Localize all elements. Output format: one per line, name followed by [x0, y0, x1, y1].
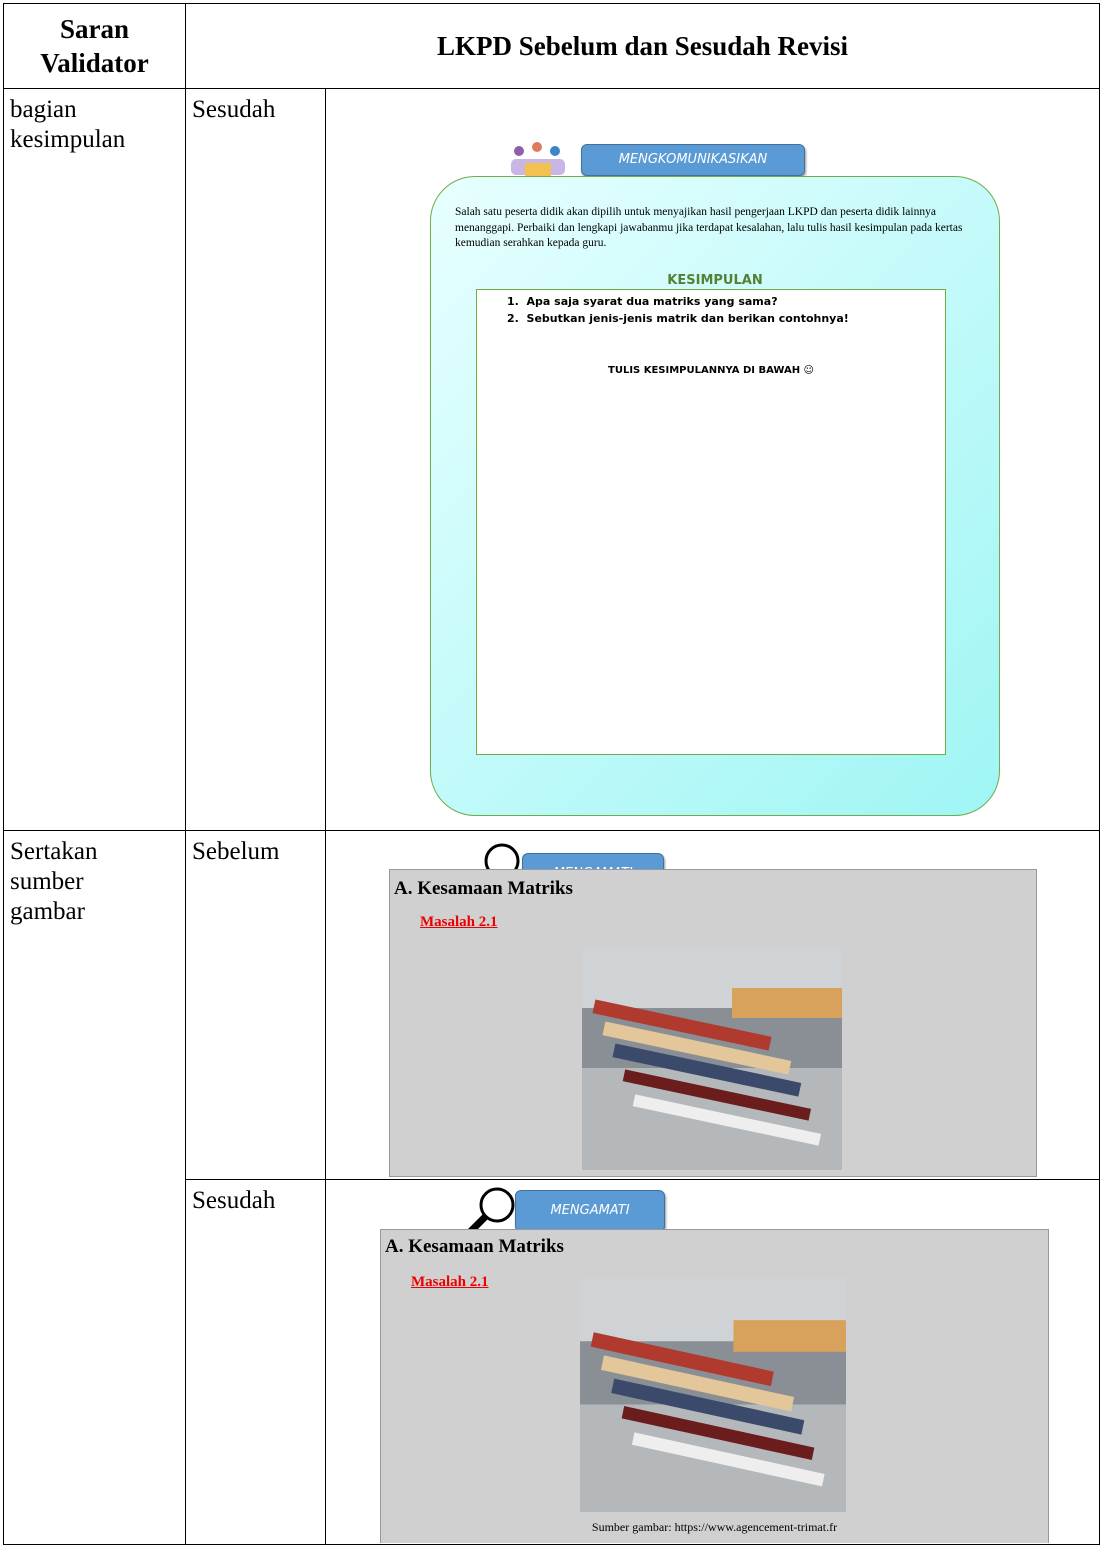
section-heading: KESIMPULAN — [667, 273, 763, 288]
question-text: Sebutkan jenis-jenis matrik dan berikan … — [526, 312, 849, 325]
section-badge: MENGAMATI — [515, 1190, 665, 1232]
stage: Sesudah — [192, 1187, 276, 1214]
content-cell: MENGAMATI A. Kesamaan Matriks Masalah 2.… — [325, 830, 1100, 1180]
question-number: 2. — [507, 312, 519, 325]
question-text: Apa saja syarat dua matriks yang sama? — [526, 295, 778, 308]
revision-table: Saran Validator LKPD Sebelum dan Sesudah… — [3, 3, 1100, 1545]
panel: A. Kesamaan Matriks Masalah 2.1 — [389, 869, 1037, 1177]
section-heading: A. Kesamaan Matriks — [394, 878, 573, 899]
image-source: Sumber gambar: https://www.agencement-tr… — [591, 1520, 838, 1534]
suggestion: Sertakan sumber gambar — [10, 838, 98, 925]
question: 2. Sebutkan jenis-jenis matrik dan berik… — [507, 311, 849, 327]
header-text: LKPD Sebelum dan Sesudah Revisi — [436, 31, 849, 61]
row: Sesudah MENGAMATI A. Kesamaan Matriks Ma… — [4, 1179, 1100, 1545]
stage: Sebelum — [192, 838, 280, 865]
header-text: Saran Validator — [40, 14, 149, 78]
header-cell: LKPD Sebelum dan Sesudah Revisi — [185, 3, 1100, 89]
panel: Salah satu peserta didik akan dipilih un… — [430, 176, 1000, 816]
answer-box: 1. Apa saja syarat dua matriks yang sama… — [476, 289, 946, 755]
question-number: 1. — [507, 295, 519, 308]
problem-title: Masalah 2.1 — [411, 1274, 489, 1290]
stage-cell: Sesudah — [185, 88, 326, 831]
content: MENGAMATI A. Kesamaan Matriks Masalah 2.… — [326, 831, 1099, 1178]
note: TULIS KESIMPULANNYA DI BAWAH ☺ — [608, 365, 814, 376]
panel: A. Kesamaan Matriks Masalah 2.1 Sumber g… — [380, 1229, 1049, 1543]
suggestion-cell: bagian kesimpulan — [3, 88, 186, 831]
section-heading: A. Kesamaan Matriks — [385, 1236, 564, 1257]
suggestion: bagian kesimpulan — [10, 96, 126, 153]
question: 1. Apa saja syarat dua matriks yang sama… — [507, 294, 778, 310]
people-icon — [511, 142, 565, 177]
stage-cell: Sesudah — [185, 1179, 326, 1545]
instruction: Salah satu peserta didik akan dipilih un… — [455, 206, 963, 249]
content-cell: MENGKOMUNIKASIKAN Salah satu peserta did… — [325, 88, 1100, 831]
content: MENGKOMUNIKASIKAN Salah satu peserta did… — [326, 89, 1099, 829]
header-row: Saran Validator LKPD Sebelum dan Sesudah… — [3, 3, 1100, 89]
content-cell: MENGAMATI A. Kesamaan Matriks Masalah 2.… — [325, 1179, 1100, 1545]
stage-cell: Sebelum — [185, 830, 326, 1180]
content: MENGAMATI A. Kesamaan Matriks Masalah 2.… — [326, 1180, 1099, 1543]
row: bagian kesimpulan Sesudah MENGKOMUNIKASI… — [3, 88, 1100, 831]
suggestion-cell: Sertakan sumber gambar — [3, 830, 186, 1545]
stage: Sesudah — [192, 96, 276, 123]
row: Sertakan sumber gambar Sebelum MENGAMATI… — [3, 830, 1100, 1545]
photo — [582, 948, 842, 1170]
photo — [580, 1278, 846, 1512]
header-cell: Saran Validator — [3, 3, 186, 89]
section-badge: MENGKOMUNIKASIKAN — [581, 144, 805, 176]
problem-title: Masalah 2.1 — [420, 914, 498, 930]
